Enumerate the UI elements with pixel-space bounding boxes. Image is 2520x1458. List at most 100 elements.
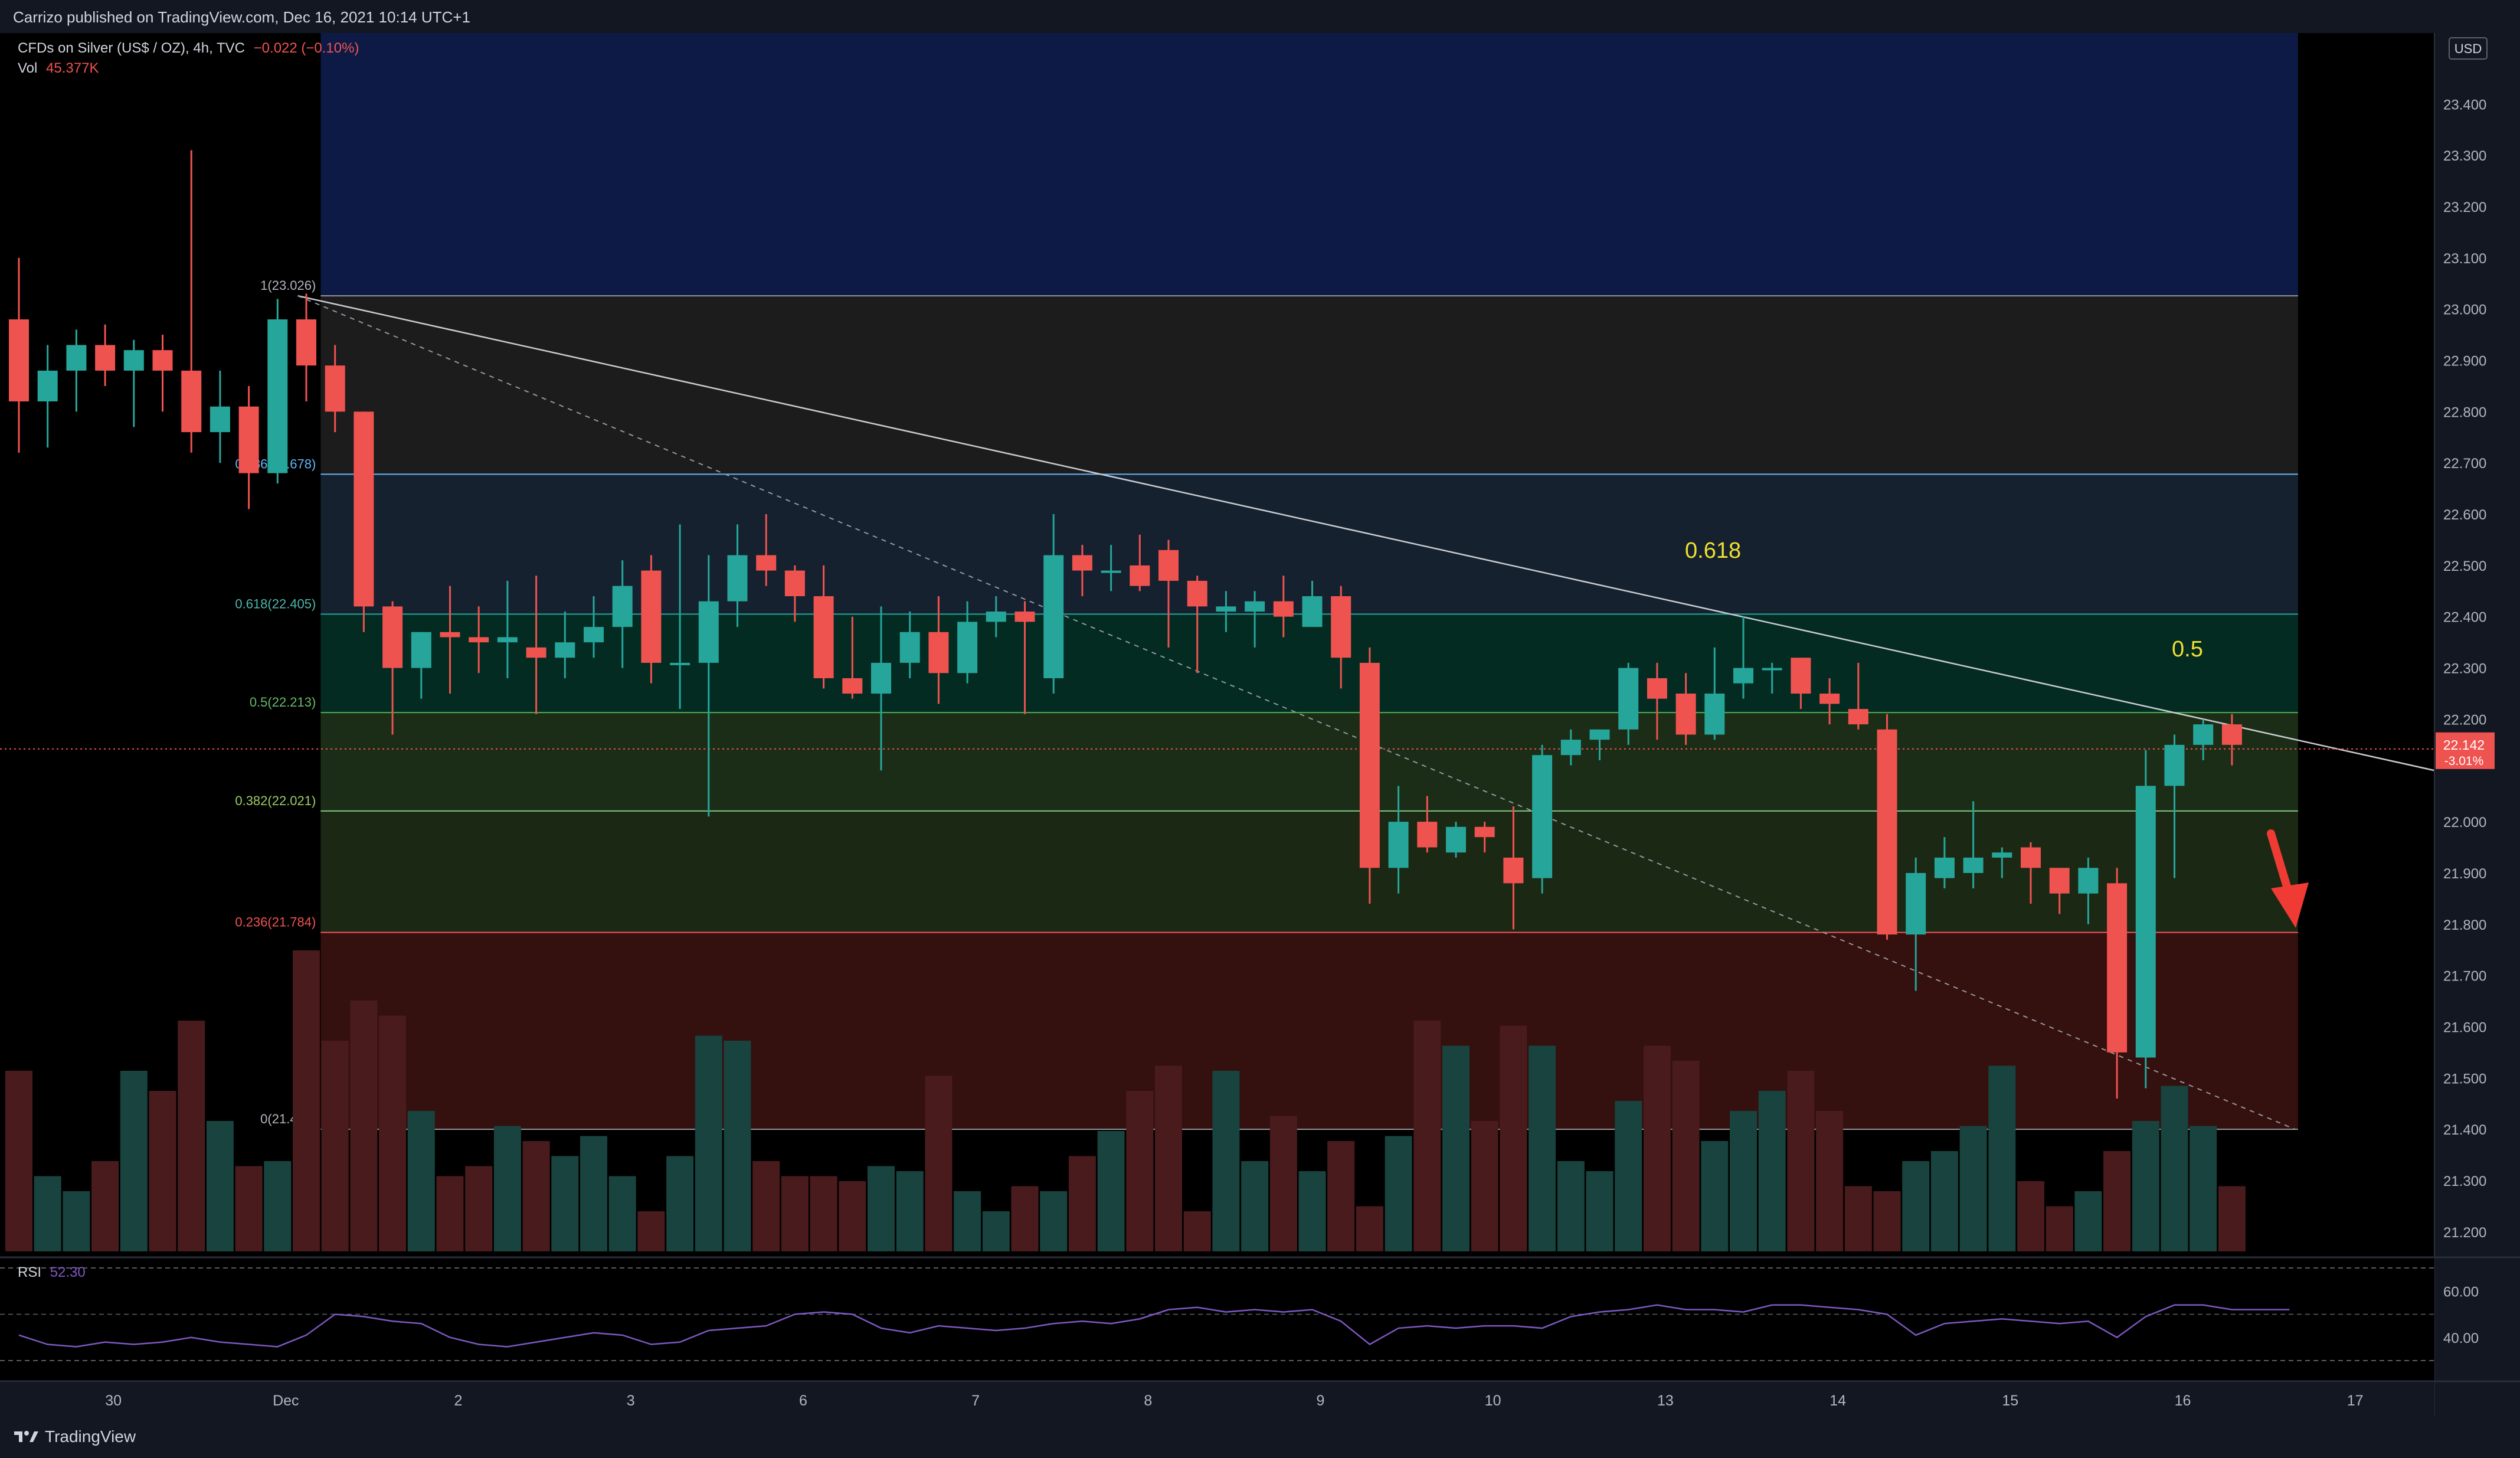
tradingview-logo-icon xyxy=(14,1431,38,1442)
volume-bar xyxy=(1212,1071,1240,1251)
volume-bar xyxy=(522,1141,550,1251)
price-tick-label: 21.200 xyxy=(2443,1225,2486,1241)
candle-body-down xyxy=(1130,565,1150,586)
symbol-title[interactable]: CFDs on Silver (US$ / OZ), 4h, TVC xyxy=(18,40,245,56)
volume-bar xyxy=(810,1176,837,1251)
volume-bar xyxy=(1959,1126,1987,1251)
descending-trendline xyxy=(297,295,2435,772)
candle-body-down xyxy=(382,606,403,668)
candle-body-up xyxy=(871,662,891,694)
fib-label-0.236: 0.236(21.784) xyxy=(235,915,316,930)
last-price-change: -3.01% xyxy=(2444,754,2484,768)
currency-label: USD xyxy=(2454,41,2482,56)
volume-bar xyxy=(2190,1126,2217,1251)
volume-bar xyxy=(1902,1161,1930,1251)
volume-bar xyxy=(321,1041,349,1251)
volume-bar xyxy=(1930,1151,1958,1251)
rsi-pane-bg xyxy=(0,1257,2434,1381)
candle-body-up xyxy=(1934,857,1955,878)
fib-zone-3 xyxy=(320,712,2298,811)
candle-body-up xyxy=(1560,740,1581,756)
price-tick-label: 21.500 xyxy=(2443,1071,2486,1087)
volume-bar xyxy=(1701,1141,1729,1251)
candle-body-down xyxy=(1158,550,1179,581)
rsi-label: RSI xyxy=(18,1264,42,1280)
volume-bar xyxy=(724,1041,751,1251)
time-axis[interactable]: 30 Dec 2 3 6 7 8 9 10 13 14 15 16 17 xyxy=(0,1382,2434,1417)
last-price-badge xyxy=(2436,732,2495,769)
volume-bar xyxy=(1586,1171,1614,1251)
time-tick-label: 3 xyxy=(627,1392,635,1409)
price-axis-bg xyxy=(2434,33,2520,1417)
candle-body-up xyxy=(66,345,87,371)
volume-bar xyxy=(1844,1186,1872,1251)
time-tick-label: 7 xyxy=(971,1392,980,1409)
candle-body-up xyxy=(2193,724,2214,745)
price-tick-label: 22.400 xyxy=(2443,610,2486,626)
price-axis[interactable]: 23.400 23.300 23.200 23.100 23.000 22.900 22.8… xyxy=(2434,33,2520,1417)
volume-bar xyxy=(954,1191,981,1251)
price-tick-label: 23.300 xyxy=(2443,148,2486,164)
candle-body-down xyxy=(1359,662,1380,868)
tradingview-brand[interactable]: TradingView xyxy=(13,1427,136,1446)
price-tick-label: 21.800 xyxy=(2443,917,2486,933)
volume-bar xyxy=(1730,1111,1757,1251)
volume-bar xyxy=(436,1176,464,1251)
price-tick-label: 22.700 xyxy=(2443,456,2486,472)
price-tick-label: 22.300 xyxy=(2443,661,2486,677)
price-tick-label: 22.800 xyxy=(2443,404,2486,420)
time-tick-label: 16 xyxy=(2175,1392,2191,1409)
volume-bar xyxy=(1097,1131,1125,1251)
candle-body-up xyxy=(698,601,719,663)
price-tick-label: 23.100 xyxy=(2443,251,2486,267)
volume-bar xyxy=(1615,1101,1642,1251)
volume-bar xyxy=(1529,1045,1556,1251)
volume-bar xyxy=(63,1191,90,1251)
volume-bar xyxy=(1988,1065,2016,1251)
price-tick-label: 22.500 xyxy=(2443,558,2486,574)
candle-body-up xyxy=(2164,744,2185,786)
volume-bar xyxy=(2132,1121,2159,1251)
candle-body-down xyxy=(1647,678,1667,699)
volume-bar xyxy=(1672,1061,1700,1251)
volume-legend[interactable]: Vol 45.377K xyxy=(18,60,99,77)
volume-bar xyxy=(350,1001,378,1251)
volume-bar xyxy=(1126,1091,1154,1251)
volume-value: 45.377K xyxy=(46,60,99,76)
fib-zone-5 xyxy=(320,932,2298,1130)
volume-bar xyxy=(1183,1211,1211,1251)
rsi-legend[interactable]: RSI 52.30 xyxy=(18,1264,86,1281)
candle-body-up xyxy=(899,632,920,663)
candle-body-up xyxy=(986,612,1006,622)
annotation-05: 0.5 xyxy=(2172,637,2203,662)
candle-body-up xyxy=(123,350,144,371)
symbol-legend[interactable]: CFDs on Silver (US$ / OZ), 4h, TVC −0.02… xyxy=(18,40,359,57)
candle-body-down xyxy=(641,570,662,663)
volume-bar xyxy=(235,1166,263,1251)
time-tick-label: 8 xyxy=(1144,1392,1152,1409)
price-tick-label: 22.900 xyxy=(2443,354,2486,370)
volume-bar xyxy=(2074,1191,2102,1251)
candle-body-down xyxy=(238,406,259,473)
volume-bar xyxy=(1816,1111,1844,1251)
candle-body-down xyxy=(1848,709,1868,725)
fibonacci-retracement[interactable]: 1(23.026)0.786(22.678)0.618(22.405)0.5(2… xyxy=(235,33,2298,1130)
candle-body-down xyxy=(440,632,460,638)
candle-body-up xyxy=(1388,822,1409,868)
candle-body-down xyxy=(1331,596,1351,658)
time-tick-label: Dec xyxy=(273,1392,299,1409)
volume-bar xyxy=(34,1176,61,1251)
candle-body-down xyxy=(813,596,834,678)
price-tick-label: 22.600 xyxy=(2443,507,2486,523)
trendlines[interactable] xyxy=(0,295,2435,1130)
candle-body-down xyxy=(928,632,949,674)
candle-body-up xyxy=(670,662,690,665)
last-price-value: 22.142 xyxy=(2443,737,2485,753)
volume-bar xyxy=(695,1035,722,1251)
candle-body-up xyxy=(727,555,748,601)
publish-header: Carrizo published on TradingView.com, De… xyxy=(0,0,2520,33)
candle-body-up xyxy=(1992,852,2012,858)
price-tick-label: 22.200 xyxy=(2443,712,2486,728)
candle-body-down xyxy=(1187,580,1207,607)
